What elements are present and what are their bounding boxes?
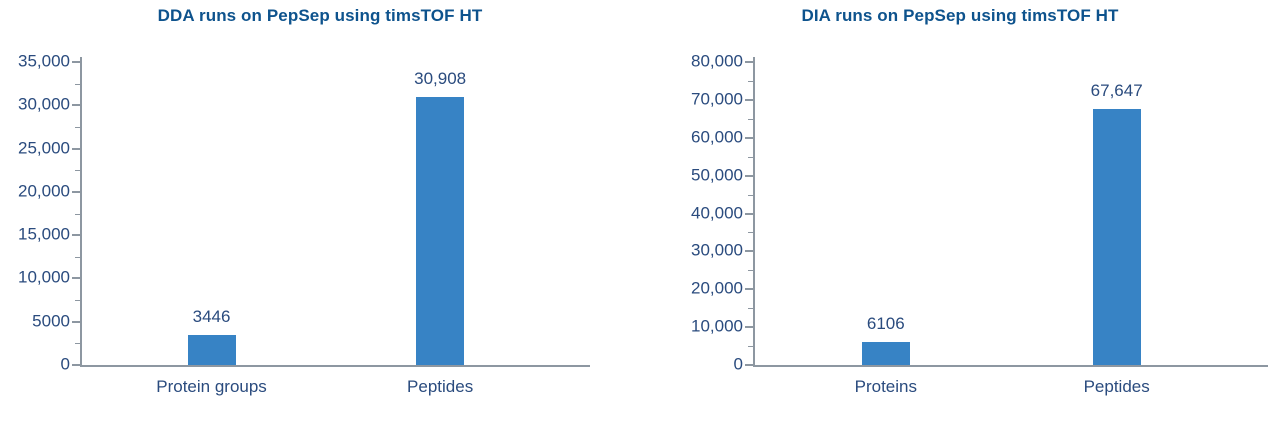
bar-value-label: 6106	[866, 313, 905, 333]
y-major-tick	[745, 326, 753, 329]
y-major-tick	[72, 234, 80, 237]
y-major-tick	[745, 136, 753, 139]
y-tick-label: 0	[733, 354, 743, 374]
y-major-tick	[72, 61, 80, 63]
x-axis-line	[80, 365, 590, 367]
y-axis-line	[753, 57, 755, 365]
y-major-tick	[745, 212, 753, 215]
y-minor-tick	[75, 83, 80, 85]
y-tick-label: 30,000	[691, 240, 743, 260]
y-minor-tick	[75, 300, 80, 302]
y-tick-label: 60,000	[691, 127, 743, 147]
y-tick-label: 25,000	[18, 137, 70, 157]
y-minor-tick	[748, 232, 753, 234]
y-minor-tick	[748, 194, 753, 196]
y-tick-label: 30,000	[18, 94, 70, 114]
y-major-tick	[745, 288, 753, 291]
y-minor-tick	[748, 308, 753, 310]
y-minor-tick	[75, 256, 80, 258]
plot-area-dia: 0 10,000 20,000 30,000 40,000 50,000 60,000 70,…	[691, 51, 1268, 396]
plot-area-dda: 0 5000 10,000 15,000 20,000 25,000 30,000 35,00…	[18, 51, 590, 396]
y-major-tick	[72, 320, 80, 323]
y-minor-tick	[75, 126, 80, 128]
bar-value-label: 3446	[192, 307, 231, 327]
chart-dda: DDA runs on PepSep using timsTOF HT 0 500…	[18, 6, 590, 396]
y-major-tick	[72, 190, 80, 193]
y-tick-label: 70,000	[691, 89, 743, 109]
y-tick-label: 35,000	[18, 51, 70, 71]
y-major-tick	[745, 61, 753, 63]
x-axis-line	[753, 365, 1268, 367]
y-tick-label: 50,000	[691, 165, 743, 185]
x-category-label: Peptides	[407, 377, 474, 396]
y-tick-label: 0	[60, 354, 70, 374]
y-tick-label: 80,000	[691, 51, 743, 71]
y-major-tick	[745, 250, 753, 253]
y-major-tick	[745, 364, 753, 366]
y-tick-label: 20,000	[18, 181, 70, 201]
y-minor-tick	[748, 156, 753, 158]
y-tick-label: 15,000	[18, 224, 70, 244]
bar	[1092, 108, 1141, 365]
y-major-tick	[72, 147, 80, 150]
bar	[861, 341, 910, 365]
y-tick-label: 40,000	[691, 202, 743, 222]
y-axis-line	[80, 57, 82, 365]
chart-title-dia: DIA runs on PepSep using timsTOF HT	[801, 6, 1119, 25]
y-major-tick	[745, 98, 753, 101]
x-category-label: Protein groups	[156, 377, 267, 396]
y-tick-label: 5000	[32, 311, 70, 331]
chart-dia: DIA runs on PepSep using timsTOF HT 0 10,…	[640, 0, 1280, 448]
x-category-label: Peptides	[1083, 377, 1150, 396]
y-minor-tick	[748, 346, 753, 348]
y-tick-label: 20,000	[691, 278, 743, 298]
y-minor-tick	[748, 118, 753, 120]
y-major-tick	[72, 104, 80, 107]
y-major-tick	[72, 364, 80, 366]
y-tick-label: 10,000	[691, 316, 743, 336]
x-category-label: Proteins	[854, 377, 917, 396]
y-minor-tick	[748, 80, 753, 82]
y-tick-label: 10,000	[18, 267, 70, 287]
chart-title-dda: DDA runs on PepSep using timsTOF HT	[157, 6, 483, 25]
bar	[187, 335, 236, 365]
y-minor-tick	[75, 170, 80, 172]
y-minor-tick	[75, 213, 80, 215]
y-major-tick	[745, 174, 753, 177]
y-minor-tick	[75, 343, 80, 345]
y-minor-tick	[748, 270, 753, 272]
bar-value-label: 30,908	[414, 69, 467, 89]
bar	[416, 97, 465, 365]
bar-value-label: 67,647	[1090, 80, 1143, 100]
y-major-tick	[72, 277, 80, 280]
